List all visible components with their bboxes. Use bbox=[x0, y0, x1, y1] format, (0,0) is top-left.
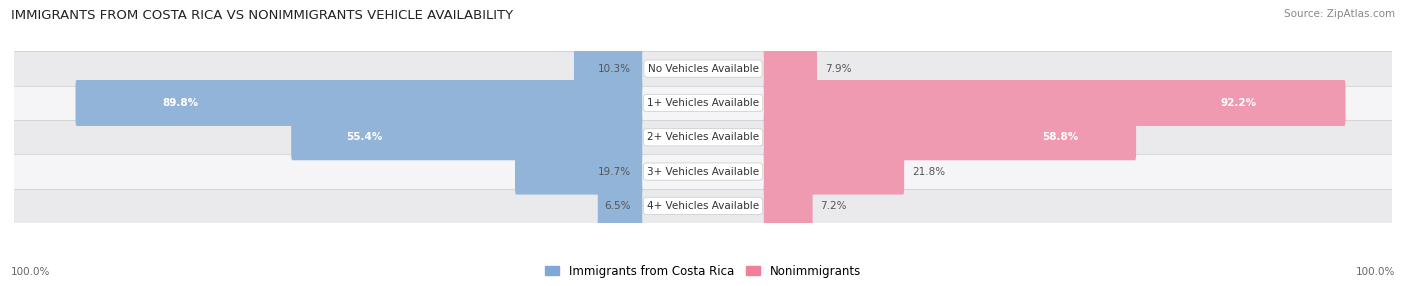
Text: 2+ Vehicles Available: 2+ Vehicles Available bbox=[647, 132, 759, 142]
Text: 4+ Vehicles Available: 4+ Vehicles Available bbox=[647, 201, 759, 211]
Text: 92.2%: 92.2% bbox=[1220, 98, 1257, 108]
FancyBboxPatch shape bbox=[763, 114, 1136, 160]
FancyBboxPatch shape bbox=[763, 149, 904, 194]
Legend: Immigrants from Costa Rica, Nonimmigrants: Immigrants from Costa Rica, Nonimmigrant… bbox=[540, 260, 866, 282]
Text: 3+ Vehicles Available: 3+ Vehicles Available bbox=[647, 167, 759, 176]
FancyBboxPatch shape bbox=[763, 80, 1346, 126]
FancyBboxPatch shape bbox=[763, 46, 817, 92]
FancyBboxPatch shape bbox=[291, 114, 643, 160]
Text: 55.4%: 55.4% bbox=[346, 132, 382, 142]
Text: 6.5%: 6.5% bbox=[605, 201, 631, 211]
Text: 7.9%: 7.9% bbox=[825, 64, 852, 74]
Text: IMMIGRANTS FROM COSTA RICA VS NONIMMIGRANTS VEHICLE AVAILABILITY: IMMIGRANTS FROM COSTA RICA VS NONIMMIGRA… bbox=[11, 9, 513, 21]
Bar bbox=[14, 86, 1392, 120]
Text: 19.7%: 19.7% bbox=[598, 167, 631, 176]
Text: 100.0%: 100.0% bbox=[11, 267, 51, 277]
Text: Source: ZipAtlas.com: Source: ZipAtlas.com bbox=[1284, 9, 1395, 19]
Bar bbox=[14, 154, 1392, 189]
Text: 7.2%: 7.2% bbox=[821, 201, 846, 211]
Bar bbox=[14, 51, 1392, 86]
Text: 89.8%: 89.8% bbox=[163, 98, 198, 108]
Text: 100.0%: 100.0% bbox=[1355, 267, 1395, 277]
Text: 58.8%: 58.8% bbox=[1042, 132, 1078, 142]
FancyBboxPatch shape bbox=[76, 80, 643, 126]
Text: 10.3%: 10.3% bbox=[598, 64, 631, 74]
FancyBboxPatch shape bbox=[598, 183, 643, 229]
Bar bbox=[14, 120, 1392, 154]
Text: 21.8%: 21.8% bbox=[912, 167, 945, 176]
FancyBboxPatch shape bbox=[574, 46, 643, 92]
Text: No Vehicles Available: No Vehicles Available bbox=[648, 64, 758, 74]
FancyBboxPatch shape bbox=[763, 183, 813, 229]
Bar bbox=[14, 189, 1392, 223]
Text: 1+ Vehicles Available: 1+ Vehicles Available bbox=[647, 98, 759, 108]
FancyBboxPatch shape bbox=[515, 149, 643, 194]
